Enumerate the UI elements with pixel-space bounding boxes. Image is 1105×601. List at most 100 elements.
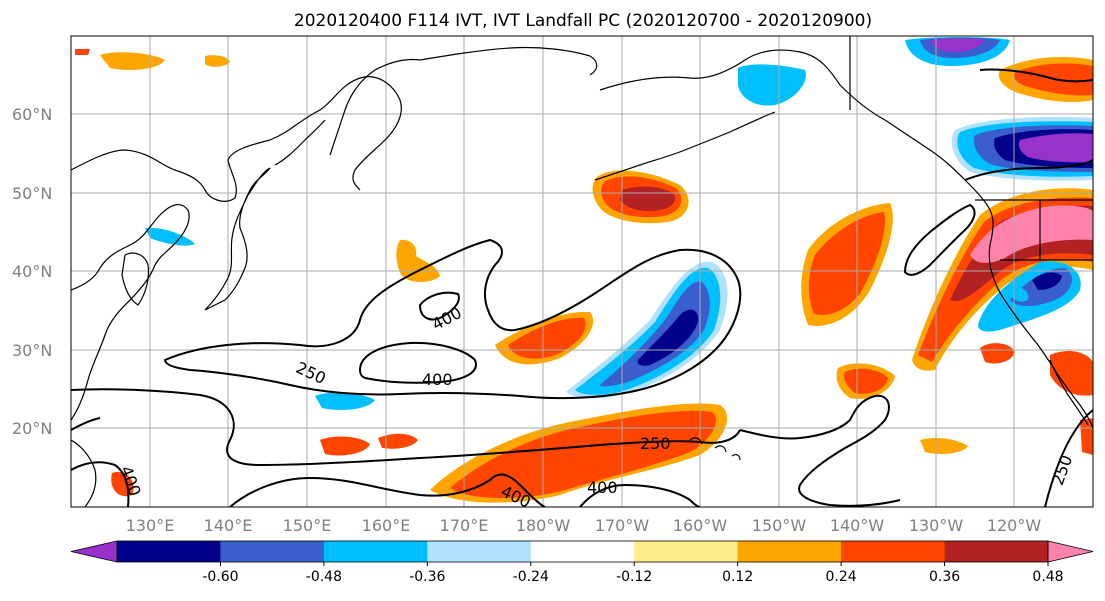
lon-label: 120°W [987,516,1042,535]
map-frame [70,35,1094,508]
lon-label: 180°W [516,516,571,535]
contour-400 [418,291,460,321]
coastline-alaska [599,49,966,181]
colorbar-segment [117,541,221,562]
lon-label: 170°W [595,516,650,535]
positive-anomaly-region [205,55,230,67]
negative-anomaly-region [1010,287,1029,302]
coastline-kamchatka [329,58,421,156]
contour-label: 250 [640,434,671,453]
contour-250 [163,238,742,400]
coastline-philippines [71,439,97,507]
colorbar-ticks: -0.60 -0.48 -0.36 -0.24 -0.12 0.12 0.24 0.36 0.4… [202,562,1064,585]
negative-anomaly-region [315,392,375,410]
negative-anomaly-region [637,309,699,366]
lat-label: 40°N [12,262,52,281]
lon-label: 130°E [126,516,175,535]
lon-label: 140°W [830,516,885,535]
positive-anomaly-region [450,410,716,498]
contour-400 [579,483,701,507]
colorbar-tick-label: -0.24 [513,569,549,585]
coastline-asia [71,203,190,421]
lon-label: 170°E [440,516,489,535]
lat-label: 60°N [12,105,52,124]
longitude-labels: 130°E 140°E 150°E 160°E 170°E 180°W 170°… [126,516,1042,535]
contour-250 [71,388,741,467]
colorbar-tick-label: 0.24 [826,569,857,585]
negative-anomaly-region [600,281,710,387]
colorbar-tick-label: -0.36 [409,569,445,585]
lon-label: 160°W [673,516,728,535]
shaded-anomalies [75,37,1093,503]
coastline-asia [71,76,402,202]
colorbar-segment [737,541,842,562]
contour-label: 400 [587,478,618,497]
colorbar-extend-min [70,540,118,563]
lon-label: 130°W [909,516,964,535]
contour-400 [229,473,546,507]
positive-anomaly-region [920,438,968,454]
colorbar-segment [634,541,739,562]
coastlines [71,36,1093,507]
colorbar-segment [841,541,946,562]
ivt-contours [71,68,1093,507]
colorbar-tick-label: -0.60 [202,569,238,585]
colorbar-segment [530,541,635,562]
colorbar-tick-label: -0.48 [306,569,342,585]
colorbar-segment [944,541,1049,562]
negative-anomaly-region [1032,272,1062,290]
positive-anomaly-region [1050,350,1093,396]
contour-400 [358,341,477,384]
contour-250 [739,394,901,507]
positive-anomaly-region [75,49,90,55]
contour-250 [71,417,101,431]
contour-label: 400 [422,370,453,389]
coastline-na-west [964,179,1093,429]
positive-anomaly-region [980,343,1015,364]
graticule [71,36,1093,507]
coastline-aleutians [594,111,776,181]
colorbar-tick-label: 0.36 [929,569,960,585]
contour-250 [979,68,1093,83]
coastline-japan [204,167,271,311]
coastline-canada-border [849,36,1093,261]
colorbar: -0.60 -0.48 -0.36 -0.24 -0.12 0.12 0.24 0.36 0.4… [70,540,1094,585]
lon-label: 160°E [362,516,411,535]
latitude-labels: 60°N 50°N 40°N 30°N 20°N [12,105,52,438]
colorbar-segment [220,541,325,562]
colorbar-segment [323,541,428,562]
positive-anomaly-region [508,317,586,359]
colorbar-tick-label: -0.12 [616,569,652,585]
colorbar-segment [427,541,532,562]
lat-label: 50°N [12,184,52,203]
coastline-baja [1049,359,1089,426]
map-plot-area: 400 400 250 250 400 400 400 250 [70,35,1094,508]
colorbar-tick-label: 0.48 [1032,569,1063,585]
negative-anomaly-region [738,64,806,106]
positive-anomaly-region [100,52,165,70]
positive-anomaly-region [970,205,1093,263]
lat-label: 20°N [12,419,52,438]
positive-anomaly-region [808,212,885,315]
colorbar-tick-label: 0.12 [722,569,753,585]
contour-250 [903,203,976,276]
negative-anomaly-region [930,38,985,52]
colorbar-segments [70,540,1094,563]
colorbar-frame [116,540,1049,563]
coastline-kurils [274,119,326,166]
lon-label: 150°E [283,516,332,535]
colorbar-extend-max [1047,540,1094,563]
negative-anomaly-region [1018,133,1093,163]
negative-anomaly-region [145,227,195,246]
positive-anomaly-region [1080,418,1093,455]
lat-label: 30°N [12,341,52,360]
positive-anomaly-region [844,368,888,394]
coastline-siberia [419,46,598,76]
positive-anomaly-region [378,433,418,449]
map-title: 2020120400 F114 IVT, IVT Landfall PC (20… [294,11,872,31]
contour-250 [1044,409,1093,507]
positive-anomaly-region [320,436,370,456]
lon-label: 150°W [752,516,807,535]
lon-label: 140°E [204,516,253,535]
